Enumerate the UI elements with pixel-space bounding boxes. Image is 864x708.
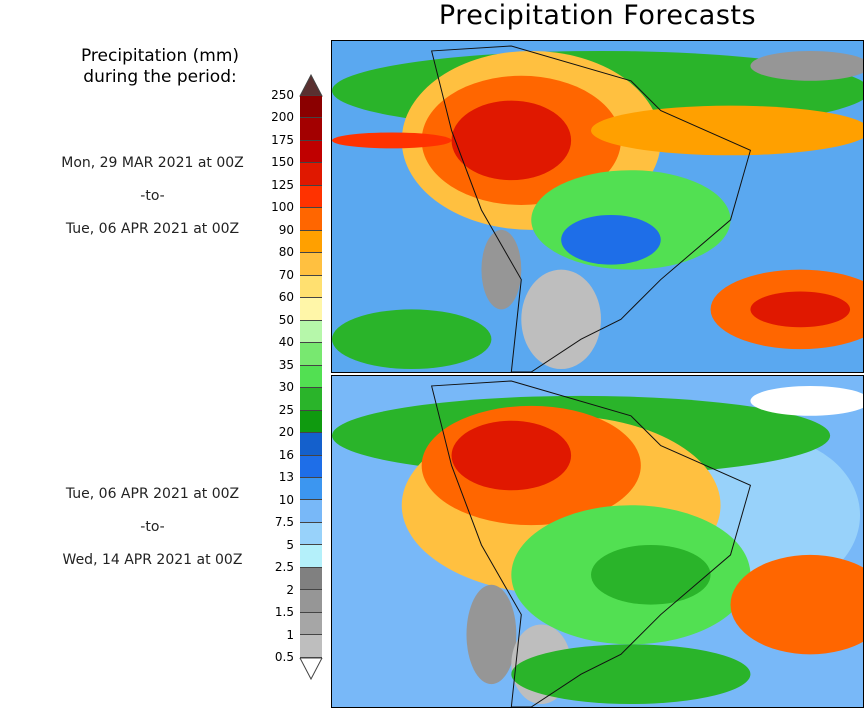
colorbar-tick-label: 25 [278, 402, 294, 417]
colorbar-tick-label: 175 [271, 132, 294, 147]
colorbar-tick-label: 13 [278, 470, 294, 485]
colorbar-segment [300, 275, 322, 299]
period-start: Tue, 06 APR 2021 at 00Z [65, 486, 240, 502]
colorbar-segment [300, 96, 322, 119]
precip-map-period-2 [331, 375, 864, 708]
colorbar-tick-label: 2 [286, 582, 294, 597]
colorbar-tick-label: 1 [286, 627, 294, 642]
colorbar-tick-label: 60 [278, 290, 294, 305]
period-label-1: Mon, 29 MAR 2021 at 00Z -to- Tue, 06 APR… [30, 147, 275, 246]
colorbar-tick-label: 30 [278, 380, 294, 395]
page-title: Precipitation Forecasts [438, 0, 757, 31]
colorbar-segment [300, 433, 322, 456]
precip-map-period-1 [331, 40, 864, 373]
colorbar-segment [300, 343, 322, 366]
colorbar-segment [300, 635, 322, 658]
colorbar-tick-label: 10 [278, 492, 294, 507]
legend-title-line1: Precipitation (mm) [80, 46, 240, 66]
colorbar [300, 96, 322, 658]
colorbar-over-arrow [299, 74, 323, 97]
colorbar-tick-label: 20 [278, 425, 294, 440]
colorbar-segment [300, 140, 322, 164]
period-start: Mon, 29 MAR 2021 at 00Z [61, 155, 244, 171]
period-label-2: Tue, 06 APR 2021 at 00Z -to- Wed, 14 APR… [30, 478, 275, 577]
colorbar-segment [300, 545, 322, 568]
colorbar-segment [300, 455, 322, 478]
colorbar-tick-label: 50 [278, 312, 294, 327]
legend-title-line2: during the period: [83, 67, 237, 87]
colorbar-tick-label: 7.5 [274, 515, 294, 530]
legend-title: Precipitation (mm) during the period: [40, 46, 280, 88]
period-sep: -to- [140, 188, 165, 204]
colorbar-segment [300, 320, 322, 344]
colorbar-tick-label: 2.5 [274, 560, 294, 575]
colorbar-segment [300, 522, 322, 546]
colorbar-tick-label: 100 [271, 200, 294, 215]
colorbar-tick-label: 16 [278, 447, 294, 462]
colorbar-tick-label: 90 [278, 222, 294, 237]
colorbar-segment [300, 500, 322, 523]
colorbar-tick-label: 0.5 [274, 650, 294, 664]
colorbar-segment [300, 185, 322, 209]
colorbar-tick-label: 1.5 [274, 605, 294, 620]
colorbar-segment [300, 253, 322, 276]
colorbar-tick-label: 150 [271, 155, 294, 170]
colorbar-tick-label: 80 [278, 245, 294, 260]
colorbar-tick-label: 35 [278, 357, 294, 372]
colorbar-segment [300, 567, 322, 591]
colorbar-segment [300, 208, 322, 231]
colorbar-segment [300, 410, 322, 434]
period-end: Wed, 14 APR 2021 at 00Z [62, 552, 243, 568]
colorbar-segment [300, 163, 322, 186]
colorbar-tick-label: 250 [271, 88, 294, 102]
colorbar-tick-label: 70 [278, 267, 294, 282]
colorbar-segment [300, 118, 322, 141]
colorbar-tick-label: 200 [271, 110, 294, 125]
period-sep: -to- [140, 519, 165, 535]
colorbar-under-arrow [299, 658, 323, 681]
colorbar-segment [300, 388, 322, 411]
colorbar-tick-label: 40 [278, 335, 294, 350]
colorbar-segment [300, 477, 322, 501]
colorbar-segment [300, 590, 322, 613]
period-end: Tue, 06 APR 2021 at 00Z [65, 221, 240, 237]
colorbar-tick-label: 5 [286, 537, 294, 552]
colorbar-segment [300, 612, 322, 636]
colorbar-segment [300, 365, 322, 389]
colorbar-tick-label: 125 [271, 177, 294, 192]
colorbar-segment [300, 298, 322, 321]
colorbar-segment [300, 230, 322, 254]
